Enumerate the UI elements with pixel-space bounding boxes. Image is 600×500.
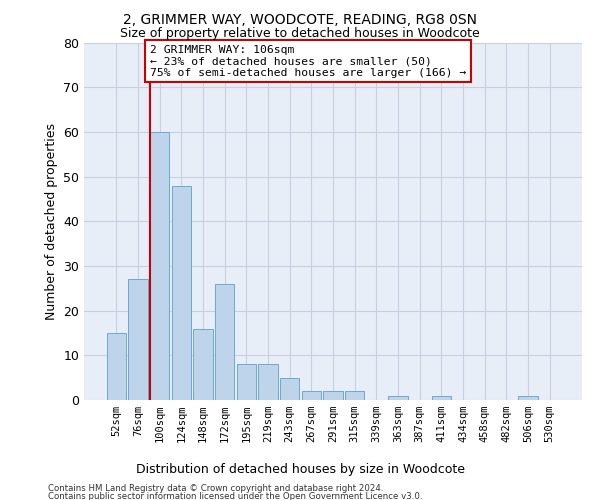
Text: 2, GRIMMER WAY, WOODCOTE, READING, RG8 0SN: 2, GRIMMER WAY, WOODCOTE, READING, RG8 0… xyxy=(123,12,477,26)
Bar xyxy=(258,364,278,400)
Bar xyxy=(323,391,343,400)
Bar xyxy=(193,328,213,400)
Bar xyxy=(280,378,299,400)
Bar xyxy=(302,391,321,400)
Bar xyxy=(518,396,538,400)
Bar xyxy=(150,132,169,400)
Bar xyxy=(128,280,148,400)
Bar xyxy=(215,284,235,400)
Bar xyxy=(345,391,364,400)
Y-axis label: Number of detached properties: Number of detached properties xyxy=(44,122,58,320)
Bar xyxy=(107,333,126,400)
Text: Distribution of detached houses by size in Woodcote: Distribution of detached houses by size … xyxy=(136,462,464,475)
Bar xyxy=(172,186,191,400)
Bar xyxy=(236,364,256,400)
Text: Contains public sector information licensed under the Open Government Licence v3: Contains public sector information licen… xyxy=(48,492,422,500)
Text: Size of property relative to detached houses in Woodcote: Size of property relative to detached ho… xyxy=(120,28,480,40)
Text: Contains HM Land Registry data © Crown copyright and database right 2024.: Contains HM Land Registry data © Crown c… xyxy=(48,484,383,493)
Bar xyxy=(431,396,451,400)
Text: 2 GRIMMER WAY: 106sqm
← 23% of detached houses are smaller (50)
75% of semi-deta: 2 GRIMMER WAY: 106sqm ← 23% of detached … xyxy=(150,44,466,78)
Bar xyxy=(388,396,408,400)
